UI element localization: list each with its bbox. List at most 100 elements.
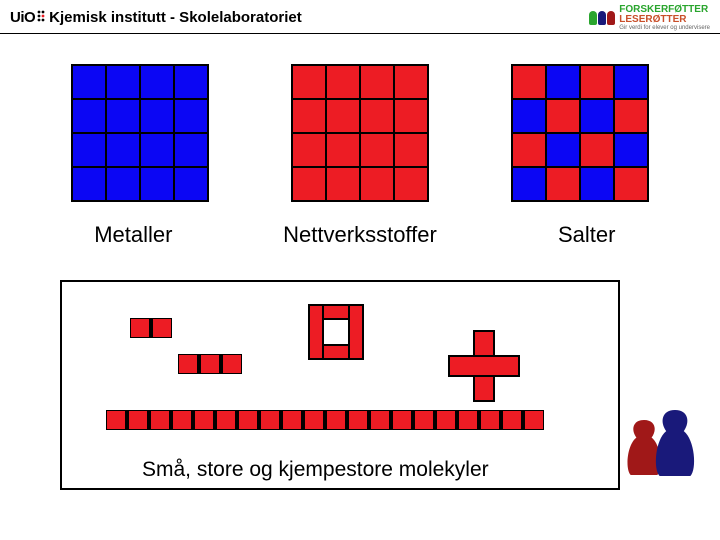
grid-cell [581,168,613,200]
molecule-cell [370,410,390,430]
molecule-cell [502,410,522,430]
molecule-cell [392,410,412,430]
plus-center [475,357,493,375]
grid-nettverk [291,64,429,202]
molecule-cell [458,410,478,430]
grid-cell [141,66,173,98]
header-right-line1: FORSKERFØTTER [619,5,710,15]
molecule-cluster [106,410,544,430]
molecule-cell [304,410,324,430]
header: UiO Kjemisk institutt - Skolelaboratorie… [0,0,720,34]
molecule-cell [326,410,346,430]
grid-cell [361,168,393,200]
grid-cell [361,100,393,132]
grid-cell [581,134,613,166]
grid-cell [73,100,105,132]
grid-cell [107,100,139,132]
grid-salter [511,64,649,202]
pawn-icon [598,11,606,25]
grid-cell [73,168,105,200]
grid-cell [615,100,647,132]
ring-bar [308,304,324,360]
grid-cell [547,66,579,98]
molecule-cell [414,410,434,430]
grid-cell [107,66,139,98]
grid-cell [513,168,545,200]
label-nettverk: Nettverksstoffer [247,222,474,248]
grid-labels: Metaller Nettverksstoffer Salter [0,212,720,248]
molecule-square-ring [308,304,364,360]
grid-cell [513,134,545,166]
uio-text: UiO [10,9,35,26]
molecule-cell [130,318,150,338]
grid-metaller [71,64,209,202]
grid-cell [395,100,427,132]
big-pawns-icon [625,410,705,485]
grid-cell [395,168,427,200]
grid-cell [175,66,207,98]
grid-cell [175,100,207,132]
grid-cell [581,66,613,98]
molecule-cell [282,410,302,430]
grid-cell [175,134,207,166]
header-pawns-icon [589,11,615,25]
molecule-cell [172,410,192,430]
molecule-plus [448,330,520,402]
header-left: UiO Kjemisk institutt - Skolelaboratorie… [10,9,302,26]
grid-cell [175,168,207,200]
molecule-cell [194,410,214,430]
label-salter: Salter [473,222,700,248]
molecule-cell [152,318,172,338]
big-pawn-icon [653,410,697,476]
molecule-cell [238,410,258,430]
grid-cell [293,100,325,132]
grid-cell [107,134,139,166]
molecule-cell [106,410,126,430]
label-metaller: Metaller [20,222,247,248]
molecule-cell [524,410,544,430]
grid-cell [547,134,579,166]
grid-cell [141,134,173,166]
header-right-text: FORSKERFØTTER LESERØTTER Gir verdi for e… [619,5,710,31]
grid-cell [615,134,647,166]
uio-logo: UiO [10,9,45,26]
grid-cell [327,66,359,98]
molecule-cell [200,354,220,374]
grid-cell [327,134,359,166]
grid-cell [395,134,427,166]
grid-metaller-wrap [71,64,209,202]
grid-cell [73,134,105,166]
molecule-box: Små, store og kjempestore molekyler [60,280,620,490]
grid-cell [581,100,613,132]
grid-cell [361,66,393,98]
header-title: Kjemisk institutt - Skolelaboratoriet [49,9,302,26]
grid-nettverk-wrap [291,64,429,202]
grid-cell [141,168,173,200]
grid-cell [513,66,545,98]
molecule-cell [150,410,170,430]
header-right: FORSKERFØTTER LESERØTTER Gir verdi for e… [589,5,710,31]
grid-cell [615,66,647,98]
grid-cell [107,168,139,200]
grid-cell [141,100,173,132]
grid-cell [293,168,325,200]
grid-cell [293,134,325,166]
molecule-cluster [130,318,172,338]
grid-cell [327,100,359,132]
grid-salter-wrap [511,64,649,202]
pawn-icon [589,11,597,25]
molecule-cell [128,410,148,430]
molecule-cell [178,354,198,374]
grid-cell [361,134,393,166]
grid-cell [73,66,105,98]
grid-cell [513,100,545,132]
molecule-cell [222,354,242,374]
molecule-cell [436,410,456,430]
molecule-cell [348,410,368,430]
grid-cell [547,168,579,200]
molecule-label: Små, store og kjempestore molekyler [142,458,489,482]
molecule-cluster [178,354,242,374]
ring-bar [348,304,364,360]
uio-dots-icon [37,9,45,26]
grid-cell [615,168,647,200]
